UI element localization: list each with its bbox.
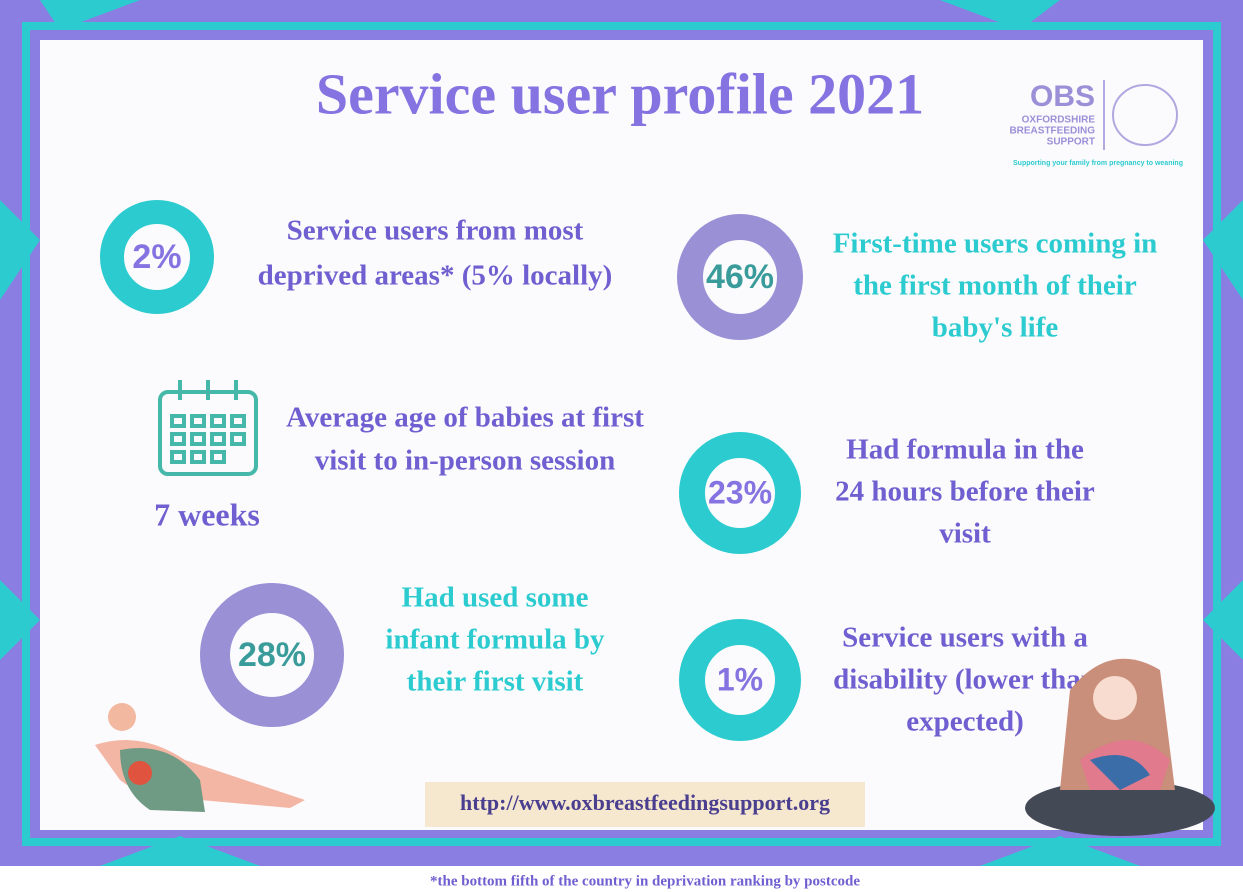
infographic: Service user profile 2021 OBS OXFORDSHIR… <box>0 0 1243 892</box>
stat-figure: 1% <box>717 661 763 697</box>
stat-figure: 7 weeks <box>154 496 260 532</box>
stat-label: expected) <box>906 706 1024 738</box>
logo-line: OXFORDSHIRE <box>1022 115 1096 126</box>
url[interactable]: http://www.oxbreastfeedingsupport.org <box>460 790 830 815</box>
stat-label: deprived areas* (5% locally) <box>258 260 613 292</box>
stat-figure: 28% <box>238 636 306 674</box>
stat-label: the first month of their <box>853 270 1137 302</box>
stat-label: infant formula by <box>385 624 605 656</box>
stat-label: Average age of babies at first <box>286 402 644 434</box>
stat-figure: 46% <box>706 258 774 296</box>
stat-label: 24 hours before their <box>835 476 1095 508</box>
stat-label: Service users with a <box>842 622 1088 654</box>
title: Service user profile 2021 <box>316 61 924 126</box>
logo-abbr: OBS <box>1030 80 1095 113</box>
stat-label: visit to in-person session <box>315 445 616 477</box>
stat-label: disability (lower than <box>833 664 1097 696</box>
logo-line: BREASTFEEDING <box>1009 126 1095 137</box>
logo-tagline: Supporting your family from pregnancy to… <box>1013 160 1183 167</box>
logo-line: SUPPORT <box>1047 137 1095 148</box>
stat-label: their first visit <box>407 666 584 698</box>
stat-label: visit <box>939 518 991 550</box>
footnote: *the bottom fifth of the country in depr… <box>430 873 860 889</box>
stat-label: First-time users coming in <box>833 228 1158 260</box>
stat-label: Had formula in the <box>846 434 1084 466</box>
stat-label: Had used some <box>402 582 589 614</box>
stat-figure: 23% <box>708 474 772 510</box>
stat-label: Service users from most <box>287 215 584 247</box>
stat-figure: 2% <box>132 238 181 276</box>
stat-label: baby's life <box>932 312 1059 344</box>
